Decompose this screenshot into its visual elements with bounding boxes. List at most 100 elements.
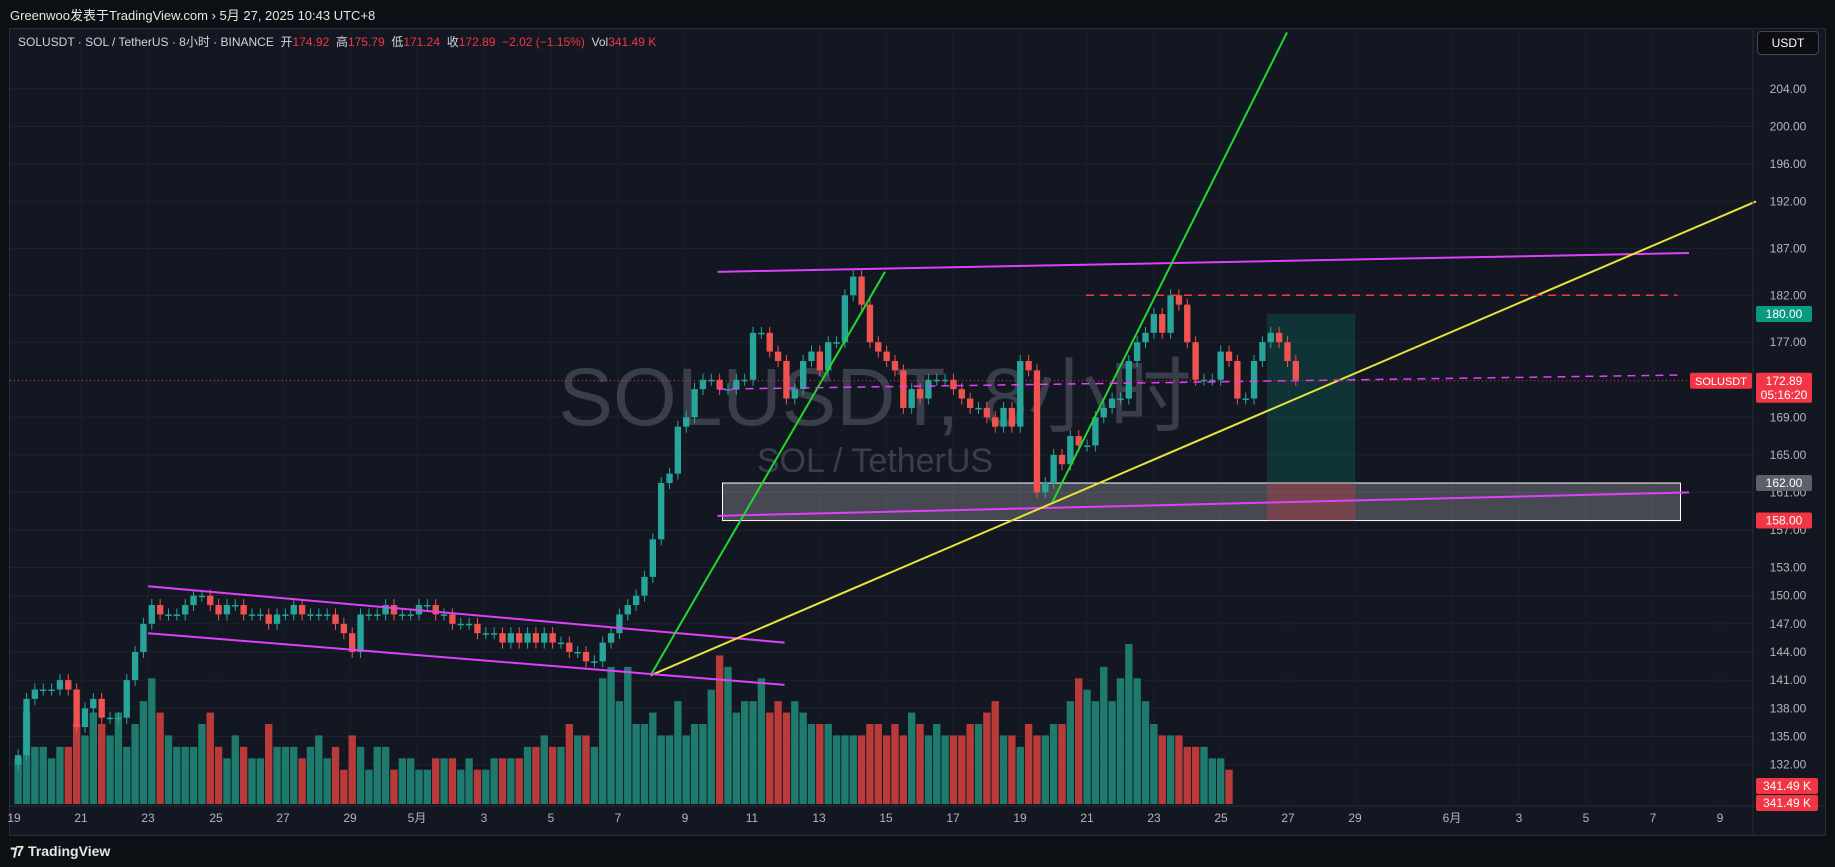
candle-body <box>165 614 172 616</box>
volume-bar <box>457 769 465 804</box>
candle-body <box>941 379 949 382</box>
candle-body <box>65 680 72 690</box>
candle-body <box>966 398 974 408</box>
volume-bar <box>933 724 941 804</box>
candle-body <box>758 332 765 335</box>
candle-body <box>115 717 122 720</box>
time-tick-label: 19 <box>1013 811 1027 825</box>
candle-body <box>1108 398 1116 408</box>
candle-body <box>73 689 80 728</box>
candle-body <box>1133 342 1141 361</box>
volume-bar <box>47 758 56 804</box>
candle-body <box>992 417 999 427</box>
time-tick-label: 6月 <box>1443 811 1462 825</box>
volume-bar <box>674 701 682 804</box>
volume-bar <box>699 724 707 804</box>
volume-bar <box>774 701 782 804</box>
price-label-text: 180.00 <box>1766 307 1803 321</box>
volume-bar <box>532 746 540 804</box>
candle-body <box>173 614 181 616</box>
candle-body <box>1075 436 1082 446</box>
candle-body <box>31 689 39 699</box>
volume-bar <box>807 724 816 804</box>
volume-bar <box>482 769 490 804</box>
volume-bar <box>782 712 791 804</box>
candle-body <box>81 708 89 728</box>
volume-bar <box>1049 724 1058 804</box>
candle-body <box>933 379 940 382</box>
volume-bar <box>248 758 256 804</box>
volume-bar <box>123 746 131 804</box>
volume-bar <box>39 746 47 804</box>
candle-body <box>315 614 322 616</box>
candle-body <box>290 605 297 615</box>
time-tick-label: 5月 <box>408 811 427 825</box>
volume-bar <box>381 746 390 804</box>
volume-bar <box>106 735 114 804</box>
volume-bar <box>991 701 999 804</box>
chart-watermark: SOLUSDT, 8小时 SOL / TetherUS <box>558 352 1191 480</box>
candle-body <box>48 689 55 692</box>
candle-body <box>1050 454 1057 484</box>
candle-body <box>1292 360 1299 380</box>
candle-body <box>98 698 105 718</box>
candle-body <box>632 595 640 606</box>
volume-bar <box>1066 701 1075 804</box>
candle-body <box>1025 360 1032 371</box>
volume-bar <box>899 735 908 804</box>
tradingview-footer[interactable]: ⁊7 TradingView <box>10 842 110 860</box>
price-tick-label: 192.00 <box>1770 194 1807 208</box>
volume-bar <box>164 735 173 804</box>
candle-body <box>156 605 164 615</box>
candle-body <box>674 426 682 474</box>
low-value: 171.24 <box>403 35 441 49</box>
volume-bar <box>1033 735 1041 804</box>
candle-body <box>666 473 673 484</box>
countdown-label: 05:16:20 <box>1761 388 1808 402</box>
volume-bar <box>1100 666 1108 804</box>
candle-body <box>699 379 707 390</box>
candle-body <box>708 379 715 382</box>
volume-bar <box>590 746 599 804</box>
candle-body <box>40 689 47 692</box>
candle-body <box>582 651 590 662</box>
candle-body <box>1000 407 1007 427</box>
time-tick-label: 11 <box>746 811 759 825</box>
candle-body <box>215 605 222 615</box>
time-tick-label: 25 <box>209 811 223 825</box>
volume-bar <box>14 758 22 804</box>
candle-body <box>1117 398 1124 401</box>
volume-bar <box>239 746 248 804</box>
volume-bar <box>423 769 432 804</box>
candle-body <box>624 605 631 615</box>
volume-label-text: 341.49 K <box>1763 779 1811 793</box>
time-tick-label: 25 <box>1214 811 1228 825</box>
candle-body <box>1217 351 1224 380</box>
price-tick-label: 204.00 <box>1770 82 1807 96</box>
volume-label-text: 341.49 K <box>1763 796 1811 810</box>
price-tick-label: 144.00 <box>1770 645 1807 659</box>
volume-bar <box>440 758 448 804</box>
candle-body <box>1200 379 1208 382</box>
candle-body <box>340 623 348 634</box>
candle-body <box>490 633 498 635</box>
candle-body <box>1225 351 1233 361</box>
volume-bar <box>290 746 298 804</box>
close-label: 收 <box>446 35 459 49</box>
volume-bar <box>1024 724 1033 804</box>
currency-button[interactable]: USDT <box>1757 31 1819 55</box>
price-tick-label: 153.00 <box>1770 560 1807 574</box>
volume-bar <box>974 724 983 804</box>
volume-bar <box>615 701 624 804</box>
chart-frame[interactable] <box>9 28 1826 836</box>
volume-bar <box>507 758 515 804</box>
candle-body <box>1100 407 1107 418</box>
volume-bar <box>1008 735 1016 804</box>
candle-body <box>833 342 840 344</box>
volume-bar <box>824 724 832 804</box>
volume-bar <box>857 735 866 804</box>
symbol-tag-box <box>1690 372 1752 389</box>
candle-body <box>148 605 155 624</box>
